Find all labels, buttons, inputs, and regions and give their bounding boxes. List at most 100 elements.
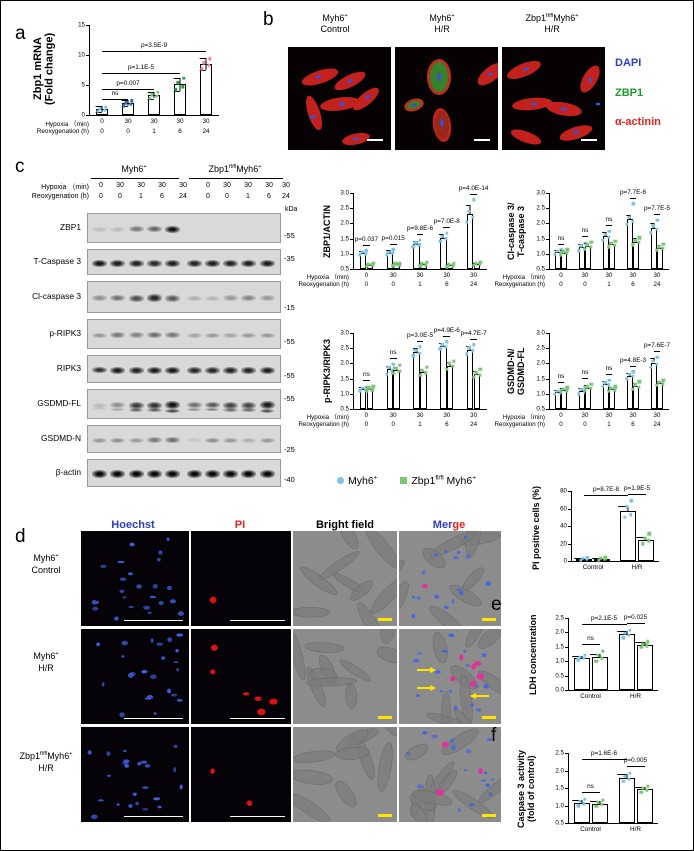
- y-axis: [549, 333, 550, 409]
- blot-band: [165, 366, 181, 374]
- bar: [603, 236, 609, 269]
- panel-c-reoxy-value: 0: [225, 193, 229, 200]
- data-point: [391, 362, 395, 366]
- blot-image: [87, 213, 281, 243]
- data-point: [612, 388, 617, 392]
- data-point: [391, 248, 395, 252]
- sig-line: [653, 351, 661, 353]
- blot-band: [165, 225, 181, 233]
- bar: [386, 369, 393, 409]
- sig-label: p=1.1E-5: [127, 64, 155, 71]
- y-tick-label: 2.5: [340, 344, 349, 352]
- panel-a-row2-label: Reoxygenation (h): [36, 128, 89, 135]
- data-point: [445, 339, 449, 344]
- panel-d-col-pi: PI: [234, 519, 246, 531]
- sig-label: p=1.9E-5: [623, 484, 651, 492]
- blot-band: [223, 295, 239, 301]
- y-tick: [546, 223, 549, 225]
- sig-line: [581, 792, 600, 794]
- chart-panel-a: 0 5 10 15 0 30 30 30 30 0 0 1 6 24 ns p=0.007 p=1.1E-5 p=…: [78, 22, 219, 135]
- data-point: [661, 242, 666, 246]
- data-point: [661, 378, 666, 382]
- error-bar: [179, 78, 181, 91]
- error-bar: [416, 241, 418, 244]
- error-bar: [581, 243, 583, 248]
- panel-c-group-rule-left: [91, 178, 179, 179]
- x-tick-label: 1: [152, 128, 156, 135]
- blot-band: [165, 294, 181, 302]
- blot-band: [110, 407, 125, 411]
- pi-positive-arrow: [417, 684, 436, 691]
- y-axis: [568, 618, 569, 690]
- error-bar: [627, 506, 629, 512]
- bar: [585, 387, 591, 409]
- data-point: [641, 541, 645, 546]
- sig-line: [443, 335, 451, 337]
- data-point: [445, 264, 449, 269]
- panel-b-col3-l1: Zbp1fl/flMyh6+: [525, 13, 579, 23]
- blot-band: [223, 437, 239, 443]
- x-row-label-reoxy: Reoxygenation (h): [298, 281, 349, 288]
- sig-line: [557, 381, 565, 383]
- data-point: [473, 370, 478, 375]
- data-point: [445, 367, 449, 372]
- blot-band: [204, 437, 220, 443]
- blot-band: [110, 259, 126, 267]
- y-tick: [565, 770, 568, 772]
- error-bar: [469, 345, 471, 350]
- blot-band: [92, 259, 107, 267]
- data-point: [655, 355, 660, 360]
- blot-band: [146, 470, 162, 478]
- panel-d-cell: [293, 727, 397, 822]
- y-tick-label: 1.0: [555, 802, 564, 809]
- x-tick-label: 24: [470, 421, 478, 428]
- blot-band: [92, 332, 107, 338]
- blot-band: [165, 259, 181, 267]
- data-point: [594, 659, 598, 663]
- bar: [555, 392, 561, 409]
- bar: [636, 644, 653, 690]
- y-tick: [565, 690, 568, 691]
- data-point: [601, 798, 605, 802]
- y-tick: [350, 409, 353, 410]
- blot-image: [87, 389, 281, 419]
- data-point: [366, 386, 371, 390]
- sig-label: ns: [557, 234, 565, 242]
- y-tick-label: 0.5: [340, 265, 349, 273]
- x-tick-label: 30: [581, 412, 589, 419]
- blot-band: [186, 295, 202, 301]
- y-tick-label: 20: [560, 540, 567, 547]
- panel-label-b: b: [263, 9, 274, 30]
- data-point: [625, 222, 629, 226]
- error-bar: [629, 372, 631, 376]
- data-point: [411, 354, 416, 358]
- error-bar: [362, 250, 364, 253]
- x-row-label-reoxy: Reoxygenation (h): [494, 281, 545, 288]
- data-point: [623, 631, 627, 635]
- panel-b-col2-l1: Myh6+: [429, 13, 455, 23]
- data-point: [478, 367, 483, 372]
- blot-band: [165, 401, 181, 409]
- data-point: [411, 244, 416, 249]
- data-point: [393, 262, 397, 266]
- y-tick: [568, 561, 571, 562]
- blot-band: [259, 408, 275, 413]
- sig-label: p=0.005: [623, 757, 648, 765]
- blot-band: [259, 259, 275, 267]
- data-point: [630, 219, 635, 223]
- panel-c-hypoxia-value: 0: [99, 182, 103, 189]
- panel-b-col-title-2: Myh6+ H/R: [393, 13, 491, 36]
- blot-band: [146, 437, 162, 443]
- x-tick-label: 1: [607, 281, 611, 288]
- bar: [603, 383, 609, 409]
- blot-image: [87, 425, 281, 453]
- blot-band: [128, 437, 144, 443]
- y-tick: [546, 378, 549, 380]
- panel-c-group-left: Myh6+: [121, 164, 147, 174]
- sig-label: ns: [587, 635, 594, 643]
- sig-label: ns: [605, 365, 613, 373]
- data-point: [613, 239, 618, 243]
- data-point: [440, 342, 444, 347]
- bar: [200, 64, 212, 115]
- data-point: [359, 386, 364, 391]
